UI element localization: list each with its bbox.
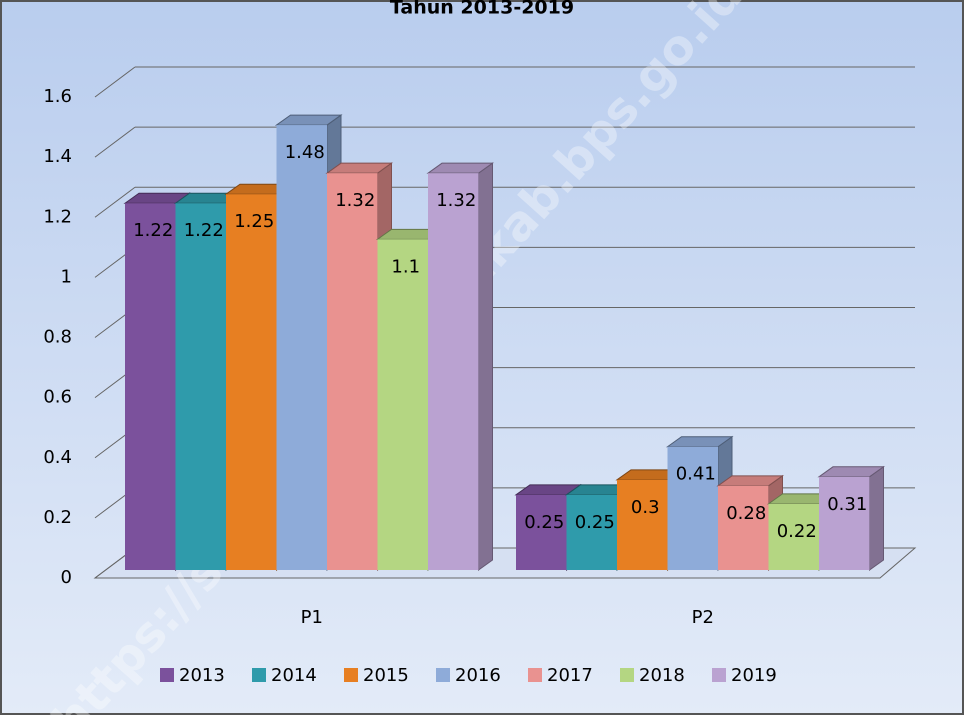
x-tick-label: P1 — [301, 607, 323, 628]
y-tick-label: 1.6 — [43, 86, 72, 107]
bar-front — [327, 173, 378, 571]
tick-mark — [94, 186, 136, 218]
data-label: 1.32 — [436, 190, 476, 211]
x-tick-label: P2 — [692, 607, 714, 628]
data-label: 1.22 — [184, 220, 224, 241]
data-label: 1.32 — [335, 190, 375, 211]
y-tick-label: 0.8 — [43, 327, 72, 348]
data-label: 0.31 — [827, 494, 867, 515]
data-label: 0.28 — [726, 503, 766, 524]
legend-label: 2013 — [179, 665, 225, 686]
data-label: 1.25 — [234, 211, 274, 232]
data-label: 0.25 — [575, 512, 615, 533]
legend-swatch — [436, 668, 450, 682]
legend-label: 2019 — [731, 665, 777, 686]
bar-side — [869, 465, 884, 571]
legend-label: 2018 — [639, 665, 685, 686]
legend-label: 2017 — [547, 665, 593, 686]
bar-front — [428, 173, 479, 571]
tick-mark — [94, 126, 136, 158]
bar-front — [175, 203, 226, 571]
data-label: 0.22 — [777, 521, 817, 542]
tick-mark — [94, 66, 136, 98]
y-tick-label: 1.2 — [43, 206, 72, 227]
bar-front — [516, 494, 567, 570]
y-tick-label: 0.2 — [43, 507, 72, 528]
data-label: 1.1 — [391, 256, 420, 277]
y-tick-label: 0.4 — [43, 447, 72, 468]
bar-front — [226, 194, 277, 570]
legend-swatch — [344, 668, 358, 682]
legend-label: 2014 — [271, 665, 317, 686]
bar-front — [377, 239, 428, 570]
y-tick-label: 1.4 — [43, 146, 72, 167]
legend-label: 2015 — [363, 665, 409, 686]
y-tick-label: 0.6 — [43, 387, 72, 408]
bar-front — [768, 503, 819, 570]
bar-front — [125, 203, 176, 571]
bar-side — [478, 162, 493, 571]
legend-swatch — [712, 668, 726, 682]
data-label: 0.41 — [676, 464, 716, 485]
bar-front — [276, 125, 327, 570]
legend-label: 2016 — [455, 665, 501, 686]
bar-front — [617, 479, 668, 570]
data-label: 0.25 — [524, 512, 564, 533]
data-label: 1.48 — [285, 142, 325, 163]
legend-swatch — [528, 668, 542, 682]
y-tick-label: 1 — [61, 266, 72, 287]
bar — [426, 162, 495, 571]
bar — [817, 465, 886, 571]
bar-front — [819, 476, 870, 570]
legend-swatch — [620, 668, 634, 682]
legend-swatch — [160, 668, 174, 682]
y-tick-label: 0 — [61, 567, 72, 588]
data-label: 1.22 — [133, 220, 173, 241]
bar-front — [718, 485, 769, 570]
chart-title: Tahun 2013-2019 — [390, 0, 574, 19]
data-label: 0.3 — [631, 497, 660, 518]
bar-front — [566, 494, 617, 570]
legend-swatch — [252, 668, 266, 682]
bar-front — [667, 446, 718, 570]
